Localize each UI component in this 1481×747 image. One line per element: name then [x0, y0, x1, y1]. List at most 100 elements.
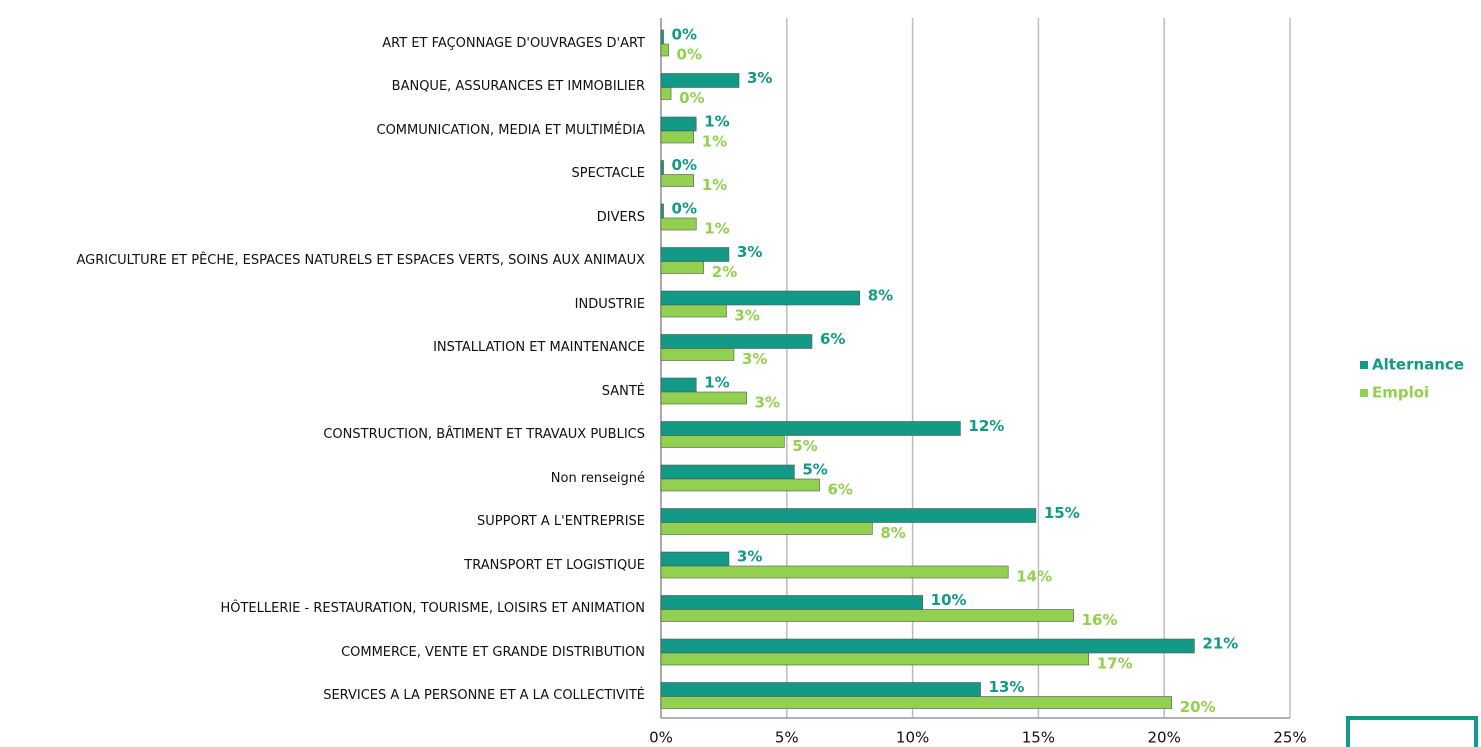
- bar: [660, 304, 727, 318]
- data-label: 3%: [737, 243, 762, 261]
- bar: [660, 160, 664, 175]
- data-label: 1%: [704, 374, 729, 392]
- data-label: 10%: [931, 591, 967, 609]
- legend-marker: [1360, 389, 1368, 397]
- bar: [660, 638, 1195, 654]
- bar: [660, 377, 697, 393]
- bar: [660, 464, 795, 480]
- y-tick-label: HÔTELLERIE - RESTAURATION, TOURISME, LOI…: [0, 601, 645, 617]
- data-label: 3%: [747, 69, 772, 87]
- data-label: 5%: [792, 437, 817, 455]
- y-tick-text: Non renseigné: [550, 470, 645, 486]
- data-label: 21%: [1202, 635, 1238, 653]
- legend-label: Emploi: [1372, 384, 1429, 402]
- data-label: 3%: [742, 350, 767, 368]
- bar: [660, 348, 735, 361]
- bar: [660, 130, 695, 144]
- bar: [660, 247, 730, 262]
- bar: [660, 29, 664, 45]
- x-tick-label: 15%: [1022, 729, 1055, 747]
- bar: [660, 508, 1037, 523]
- bar: [660, 609, 1074, 622]
- data-label: 0%: [679, 89, 704, 107]
- y-tick-label: TRANSPORT ET LOGISTIQUE: [0, 558, 645, 574]
- data-label: 0%: [672, 156, 697, 174]
- bar: [660, 116, 697, 132]
- data-label: 8%: [880, 524, 905, 542]
- bar: [660, 203, 664, 219]
- data-label: 16%: [1082, 611, 1118, 629]
- legend-label: Alternance: [1372, 356, 1464, 374]
- y-tick-label: DIVERS: [0, 210, 645, 226]
- bar: [660, 565, 1009, 579]
- y-tick-label: COMMUNICATION, MEDIA ET MULTIMÉDIA: [0, 122, 646, 139]
- y-tick-text: TRANSPORT ET LOGISTIQUE: [464, 557, 645, 573]
- bar: [660, 391, 747, 405]
- data-label: 3%: [737, 548, 762, 566]
- bar: [660, 522, 873, 535]
- x-tick-label: 10%: [896, 729, 929, 747]
- bar: [660, 334, 813, 349]
- y-tick-text: AGRICULTURE ET PÊCHE, ESPACES NATURELS E…: [76, 253, 645, 269]
- data-label: 15%: [1044, 504, 1080, 522]
- data-label: 1%: [702, 133, 727, 151]
- bar: [660, 682, 981, 697]
- y-tick-label: ART ET FAÇONNAGE D'OUVRAGES D'ART: [0, 36, 645, 52]
- data-label: 1%: [704, 113, 729, 131]
- y-tick-text: BANQUE, ASSURANCES ET IMMOBILIER: [391, 79, 645, 95]
- data-label: 8%: [868, 287, 893, 305]
- bar: [660, 652, 1090, 666]
- y-tick-text: COMMUNICATION, MEDIA ET MULTIMÉDIA: [376, 122, 646, 138]
- legend-marker: [1360, 361, 1368, 369]
- data-label: 5%: [802, 461, 827, 479]
- data-label: 20%: [1180, 698, 1216, 716]
- y-tick-text: DIVERS: [596, 209, 645, 225]
- data-label: 6%: [828, 481, 853, 499]
- y-tick-label: SERVICES A LA PERSONNE ET A LA COLLECTIV…: [0, 688, 645, 704]
- y-tick-label: BANQUE, ASSURANCES ET IMMOBILIER: [0, 79, 645, 95]
- y-tick-label: Non renseigné: [0, 471, 645, 487]
- y-tick-label: SANTÉ: [0, 384, 645, 400]
- x-tick-label: 25%: [1273, 729, 1306, 747]
- bar: [660, 696, 1173, 709]
- y-tick-text: INSTALLATION ET MAINTENANCE: [433, 340, 645, 356]
- data-label: 0%: [677, 46, 702, 64]
- x-tick-label: 5%: [775, 729, 799, 747]
- data-label: 14%: [1016, 568, 1052, 586]
- bar: [660, 595, 923, 610]
- x-tick-label: 20%: [1148, 729, 1181, 747]
- bar: [660, 290, 861, 306]
- bar: [660, 478, 820, 492]
- data-label: 3%: [755, 394, 780, 412]
- y-tick-text: SPECTACLE: [571, 166, 645, 182]
- bar: [660, 73, 740, 88]
- bar: [660, 551, 730, 567]
- y-tick-label: COMMERCE, VENTE ET GRANDE DISTRIBUTION: [0, 645, 645, 661]
- bar: [660, 174, 695, 187]
- bar: [660, 43, 669, 57]
- y-tick-text: HÔTELLERIE - RESTAURATION, TOURISME, LOI…: [220, 601, 645, 617]
- y-tick-label: INSTALLATION ET MAINTENANCE: [0, 340, 645, 356]
- y-tick-text: COMMERCE, VENTE ET GRANDE DISTRIBUTION: [341, 644, 645, 660]
- y-tick-label: CONSTRUCTION, BÂTIMENT ET TRAVAUX PUBLIC…: [0, 427, 645, 443]
- data-label: 1%: [702, 176, 727, 194]
- y-tick-text: ART ET FAÇONNAGE D'OUVRAGES D'ART: [382, 35, 645, 51]
- y-tick-text: SERVICES A LA PERSONNE ET A LA COLLECTIV…: [323, 688, 645, 704]
- data-label: 3%: [734, 307, 759, 325]
- data-label: 2%: [712, 263, 737, 281]
- data-label: 0%: [672, 200, 697, 218]
- data-label: 13%: [989, 678, 1025, 696]
- y-tick-text: CONSTRUCTION, BÂTIMENT ET TRAVAUX PUBLIC…: [323, 427, 645, 443]
- bar: [660, 435, 785, 448]
- y-tick-label: INDUSTRIE: [0, 297, 645, 313]
- y-tick-text: SANTÉ: [601, 383, 645, 399]
- y-tick-label: SPECTACLE: [0, 166, 645, 182]
- x-tick-label: 0%: [649, 729, 673, 747]
- y-tick-text: INDUSTRIE: [574, 296, 645, 312]
- data-label: 0%: [672, 26, 697, 44]
- y-tick-label: SUPPORT A L'ENTREPRISE: [0, 514, 645, 530]
- bar: [660, 261, 705, 274]
- y-tick-label: AGRICULTURE ET PÊCHE, ESPACES NATURELS E…: [0, 253, 645, 269]
